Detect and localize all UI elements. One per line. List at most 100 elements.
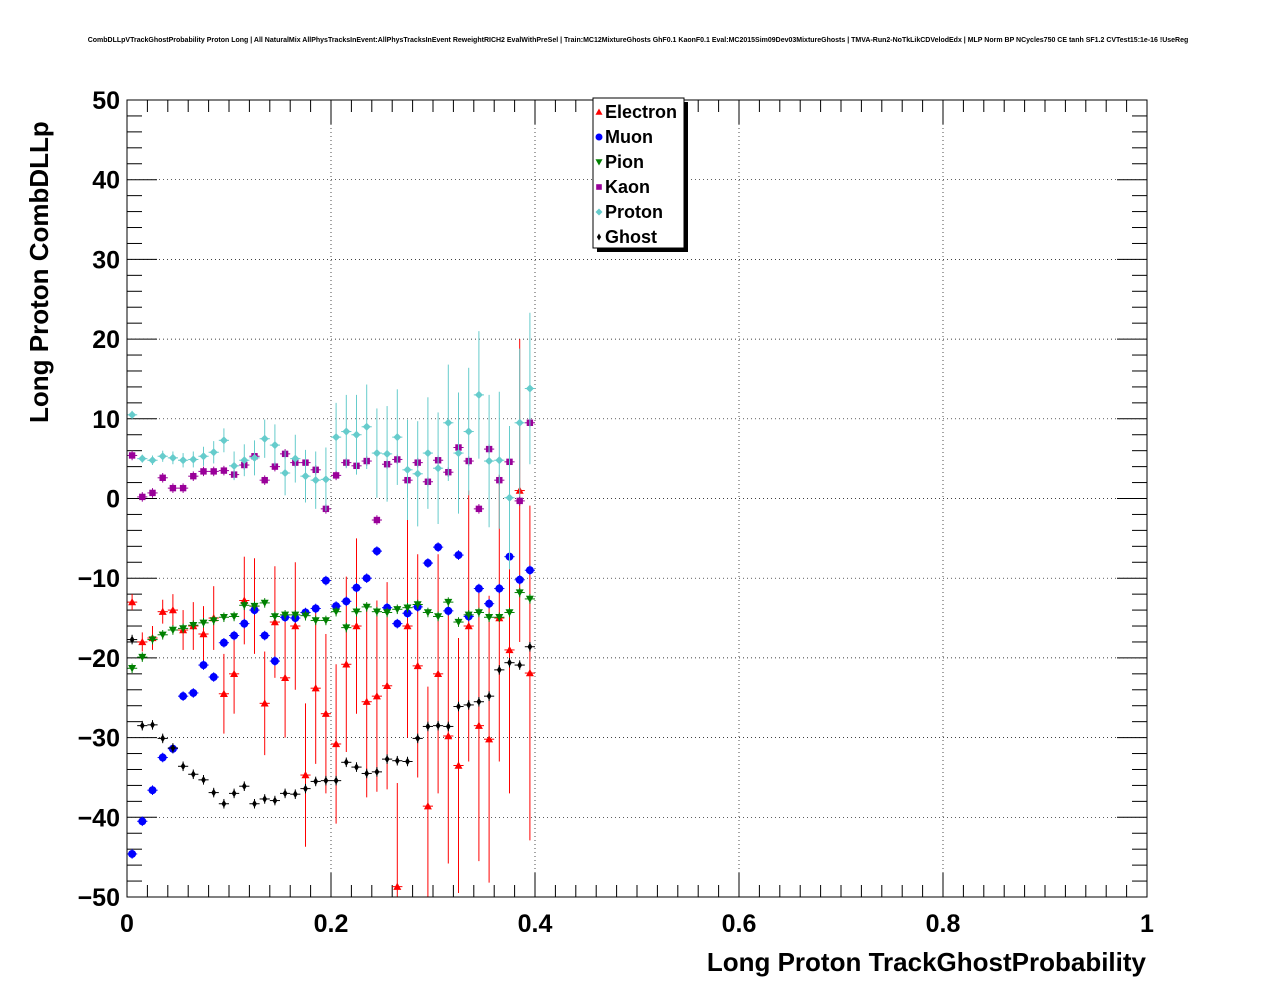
data-point <box>281 673 290 682</box>
data-point <box>474 584 483 593</box>
data-point <box>342 597 351 606</box>
data-point <box>505 493 514 502</box>
data-point <box>321 475 330 484</box>
grid <box>127 100 1147 897</box>
data-point <box>260 699 269 707</box>
data-point <box>445 722 451 731</box>
legend-marker-muon <box>595 133 603 141</box>
data-point <box>394 756 400 765</box>
data-point <box>240 619 249 628</box>
data-point <box>189 688 198 697</box>
data-point <box>138 653 147 662</box>
data-point <box>270 441 279 450</box>
data-point <box>323 776 329 785</box>
data-point <box>434 613 443 621</box>
data-point <box>250 602 259 611</box>
data-point <box>525 566 534 575</box>
data-point <box>435 721 441 730</box>
x-tick-label: 0.6 <box>722 910 757 938</box>
legend-marker-kaon <box>596 184 602 190</box>
data-point <box>332 602 341 611</box>
data-point <box>485 735 494 743</box>
data-point <box>321 576 330 585</box>
data-point <box>179 692 188 701</box>
legend-label-muon: Muon <box>605 127 653 147</box>
data-point <box>211 788 217 797</box>
data-point <box>311 684 320 692</box>
data-point <box>221 799 227 808</box>
data-point <box>199 629 208 638</box>
y-axis-title: Long Proton CombDLLp <box>24 121 54 423</box>
data-point <box>464 427 473 436</box>
data-point <box>434 464 443 473</box>
data-point <box>332 739 341 748</box>
y-tick-label: −10 <box>78 565 120 593</box>
data-point <box>180 762 186 771</box>
data-point <box>170 743 176 752</box>
data-point <box>219 638 228 647</box>
data-point <box>352 430 361 439</box>
data-point <box>209 617 218 625</box>
data-point <box>372 449 381 458</box>
data-point <box>474 390 483 399</box>
data-point <box>169 484 177 492</box>
data-point <box>525 384 534 393</box>
data-point <box>270 657 279 666</box>
data-point <box>413 469 422 478</box>
data-point <box>230 461 239 470</box>
data-point <box>150 720 155 729</box>
data-point <box>352 583 361 592</box>
data-point <box>464 622 473 630</box>
data-point <box>270 618 279 626</box>
x-tick-label: 1 <box>1140 910 1154 938</box>
x-tick-label: 0.8 <box>926 910 961 938</box>
data-point <box>466 700 472 709</box>
y-tick-label: 50 <box>92 87 120 115</box>
legend-marker-pion <box>595 159 603 166</box>
data-point <box>354 763 359 772</box>
data-point <box>405 757 410 766</box>
data-point <box>383 609 392 617</box>
data-point <box>201 775 206 784</box>
data-point <box>321 709 330 717</box>
data-point <box>352 622 361 630</box>
y-tick-label: 10 <box>92 406 120 434</box>
data-point <box>189 622 198 630</box>
data-point <box>128 665 137 673</box>
data-point <box>158 452 167 461</box>
data-point <box>486 692 492 701</box>
data-point <box>495 614 504 622</box>
data-point <box>219 689 228 697</box>
data-series <box>127 312 535 897</box>
legend-label-kaon: Kaon <box>605 177 650 197</box>
data-point <box>364 769 370 778</box>
data-point <box>425 722 431 731</box>
data-point <box>138 637 147 646</box>
data-point <box>352 608 361 616</box>
data-point <box>516 497 523 505</box>
y-tick-label: 40 <box>92 167 120 195</box>
legend-label-pion: Pion <box>605 152 644 172</box>
data-point <box>507 658 512 667</box>
data-point <box>260 599 269 607</box>
data-point <box>476 697 482 706</box>
data-point <box>240 456 249 465</box>
x-tick-labels: 0 0.2 0.4 0.6 0.8 1 <box>120 910 1154 938</box>
data-point <box>200 468 207 475</box>
data-point <box>311 604 320 613</box>
y-tick-label: −50 <box>78 884 120 912</box>
data-point <box>262 794 268 803</box>
data-point <box>332 433 341 442</box>
data-point <box>474 609 483 617</box>
x-tick-label: 0 <box>120 910 134 938</box>
data-point <box>138 817 147 826</box>
data-point <box>403 604 412 612</box>
chart-title: CombDLLpVTrackGhostProbability Proton Lo… <box>88 37 1189 44</box>
data-point <box>230 669 239 678</box>
data-point <box>384 755 390 764</box>
data-point <box>209 448 218 457</box>
data-point <box>158 607 167 615</box>
data-point <box>434 543 443 552</box>
data-point <box>374 767 380 776</box>
data-point <box>525 669 534 677</box>
